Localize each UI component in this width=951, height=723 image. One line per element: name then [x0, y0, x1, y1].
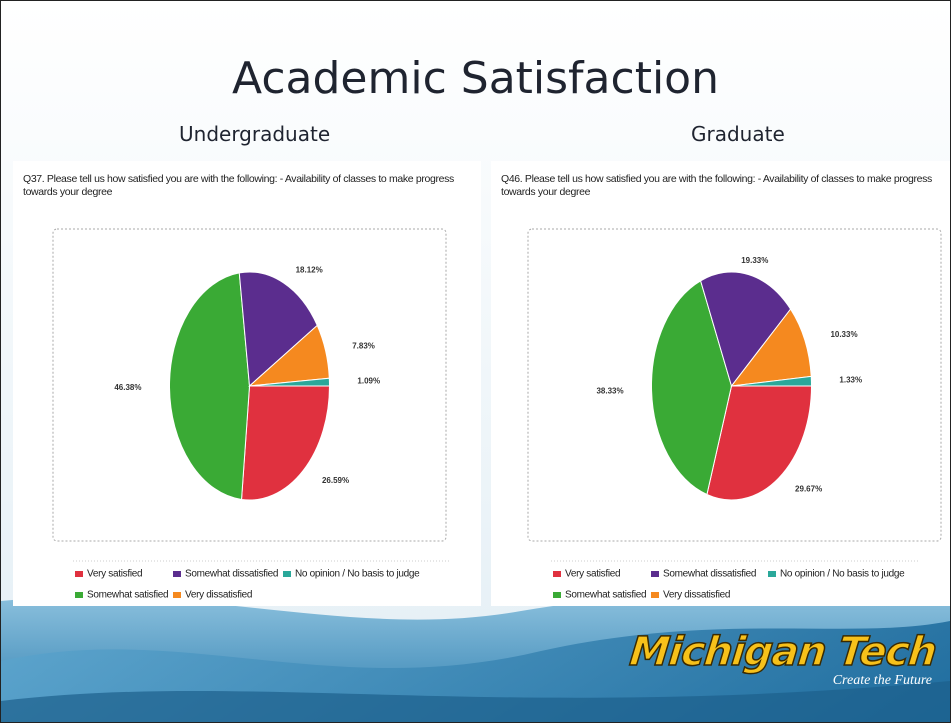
legend-swatch	[283, 571, 291, 577]
data-label: 19.33%	[741, 256, 768, 265]
legend-swatch	[75, 592, 83, 598]
logo: Michigan Tech	[627, 628, 939, 676]
legend-swatch	[173, 571, 181, 577]
data-label: 29.67%	[795, 485, 822, 494]
legend-swatch	[553, 571, 561, 577]
data-label: 26.59%	[322, 476, 349, 485]
chart-panel: Q46. Please tell us how satisfied you ar…	[491, 161, 950, 606]
slide-title: Academic Satisfaction	[232, 53, 719, 104]
pie-slice	[706, 385, 813, 501]
data-label: 38.33%	[596, 386, 623, 395]
legend-swatch	[651, 571, 659, 577]
pie-slice	[731, 375, 813, 387]
legend-swatch	[553, 592, 561, 598]
logo-tagline: Create the Future	[832, 673, 932, 688]
legend-swatch	[173, 592, 181, 598]
data-label: 10.33%	[830, 330, 857, 339]
pie-slice	[651, 280, 733, 496]
data-label: 46.38%	[114, 383, 141, 392]
pie-slice	[730, 308, 812, 387]
chart-title: Q37. Please tell us how satisfied you ar…	[23, 173, 454, 198]
chart-subtitle: Undergraduate	[179, 122, 331, 146]
data-label: 1.09%	[357, 377, 380, 386]
data-label: 18.12%	[296, 265, 323, 274]
pie-slice	[249, 377, 331, 387]
chart-title: Q46. Please tell us how satisfied you ar…	[501, 173, 932, 198]
pie-slice	[238, 271, 318, 388]
legend-swatch	[768, 571, 776, 577]
legend-label: No opinion / No basis to judge	[295, 569, 420, 580]
data-label: 7.83%	[352, 342, 375, 351]
pie-slice	[700, 271, 792, 388]
legend-label: Very dissatisfied	[663, 590, 730, 601]
chart-panel: Q37. Please tell us how satisfied you ar…	[13, 161, 481, 606]
legend-label: Somewhat dissatisfied	[663, 569, 756, 580]
legend-swatch	[651, 592, 659, 598]
pie-chart: 29.67% 38.33% 19.33% 10.33% 1.33% Very satisf…	[527, 228, 942, 601]
legend-label: Somewhat satisfied	[565, 590, 646, 601]
pie-chart: 26.59% 46.38% 18.12% 7.83% 1.09% Very satisfi…	[52, 228, 451, 601]
legend-label: Somewhat dissatisfied	[185, 569, 278, 580]
pie-slice	[241, 385, 331, 501]
legend-label: Somewhat satisfied	[87, 590, 168, 601]
legend-label: Very satisfied	[87, 569, 142, 580]
data-label: 1.33%	[839, 376, 862, 385]
pie-slice	[169, 272, 251, 501]
legend-label: No opinion / No basis to judge	[780, 569, 905, 580]
chart-subtitle: Graduate	[691, 122, 785, 146]
legend-label: Very dissatisfied	[185, 590, 252, 601]
legend-label: Very satisfied	[565, 569, 620, 580]
legend-swatch	[75, 571, 83, 577]
